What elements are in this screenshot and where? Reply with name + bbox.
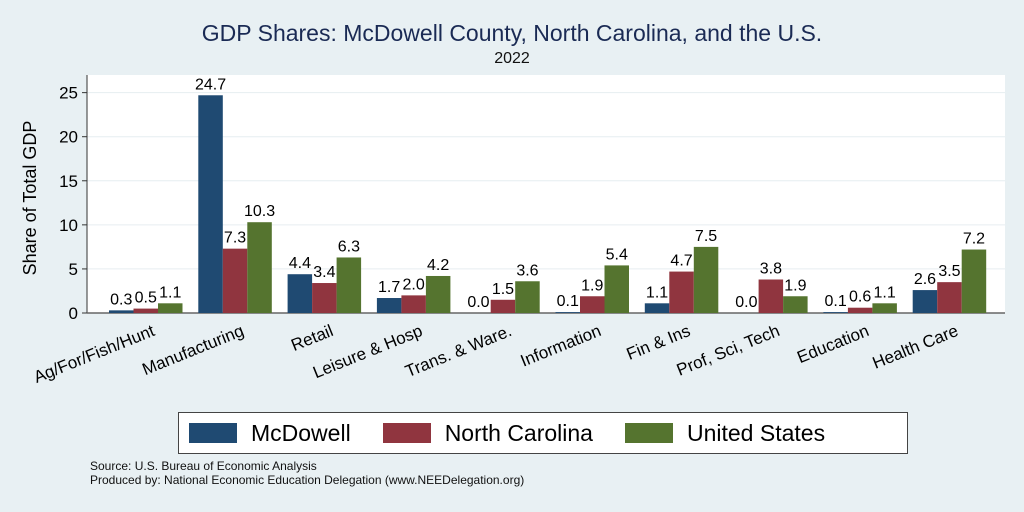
data-label: 2.0 [403, 276, 425, 293]
data-label: 1.1 [874, 284, 896, 301]
y-tick-label: 5 [69, 260, 78, 279]
data-label: 4.2 [427, 257, 449, 274]
bar [783, 296, 808, 313]
x-tick-label: Health Care [870, 321, 961, 373]
bar [515, 281, 540, 313]
x-tick-label: Retail [288, 321, 335, 355]
bar [847, 307, 873, 313]
legend-label: United States [686, 419, 826, 446]
bar [937, 282, 962, 313]
data-label: 1.9 [784, 277, 806, 294]
y-tick-label: 25 [59, 84, 78, 103]
bar [693, 246, 719, 313]
bar [912, 290, 938, 313]
bar [133, 308, 158, 313]
bar [376, 298, 402, 313]
data-label: 0.6 [849, 289, 871, 306]
x-tick-label: Information [518, 321, 604, 370]
data-label: 0.0 [735, 294, 757, 311]
data-label: 1.5 [492, 281, 514, 298]
x-tick-label: Fin & Ins [624, 321, 693, 364]
legend-item-mcdowell: McDowell [189, 420, 351, 447]
produced-by-text: Produced by: National Economic Education… [90, 473, 525, 487]
bar [336, 257, 362, 313]
bar [401, 295, 426, 313]
bar [158, 303, 183, 313]
data-label: 1.7 [378, 279, 400, 296]
data-label: 0.3 [110, 291, 132, 308]
data-label: 7.3 [224, 230, 246, 247]
data-label: 5.4 [606, 246, 628, 263]
bar [490, 299, 516, 313]
data-label: 4.7 [670, 253, 692, 270]
legend-swatch-mcdowell [189, 423, 237, 443]
y-tick-label: 0 [69, 304, 78, 323]
bar [758, 279, 784, 313]
x-tick-label: Manufacturing [140, 321, 247, 379]
data-label: 4.4 [289, 255, 311, 272]
legend-label: North Carolina [444, 419, 593, 446]
legend-swatch-united-states [624, 423, 673, 443]
legend: McDowell North Carolina United States [178, 412, 908, 454]
bar [669, 271, 694, 313]
data-label: 24.7 [195, 76, 226, 93]
bar [109, 310, 134, 313]
data-label: 3.6 [516, 262, 538, 279]
data-label: 0.1 [557, 293, 579, 310]
bar [425, 275, 451, 313]
data-label: 3.4 [313, 264, 335, 281]
data-label: 7.5 [695, 228, 717, 245]
data-label: 3.8 [760, 261, 782, 278]
bar [644, 303, 670, 313]
bar [312, 283, 337, 313]
chart-title: GDP Shares: McDowell County, North Carol… [201, 20, 823, 46]
data-label: 0.1 [825, 293, 847, 310]
y-axis-label: Share of Total GDP [20, 121, 40, 276]
data-label: 10.3 [244, 203, 275, 220]
data-label: 3.5 [938, 263, 960, 280]
data-label: 1.9 [581, 277, 603, 294]
legend-item-united-states: United States [624, 419, 826, 447]
bar [247, 222, 272, 313]
x-tick-label: Prof, Sci, Tech [674, 321, 782, 380]
data-label: 1.1 [646, 284, 668, 301]
bar [555, 312, 580, 313]
bar [823, 312, 848, 313]
bar [580, 296, 605, 313]
bar [604, 265, 629, 313]
data-label: 0.5 [135, 290, 157, 307]
source-note: Source: U.S. Bureau of Economic Analysis… [90, 459, 524, 487]
chart-subtitle: 2022 [494, 50, 530, 67]
bar [872, 303, 897, 313]
data-label: 7.2 [963, 231, 985, 248]
data-label: 2.6 [914, 271, 936, 288]
x-tick-label: Ag/For/Fish/Hunt [31, 321, 158, 387]
data-label: 6.3 [338, 238, 360, 255]
bar [961, 249, 987, 313]
bar [198, 95, 223, 313]
source-text: Source: U.S. Bureau of Economic Analysis [90, 459, 317, 473]
y-tick-label: 20 [59, 128, 78, 147]
y-tick-label: 10 [59, 216, 78, 235]
legend-swatch-north-carolina [382, 423, 431, 443]
x-tick-label: Education [794, 321, 871, 367]
bar [222, 248, 248, 313]
data-label: 1.1 [159, 284, 181, 301]
y-tick-label: 15 [59, 172, 78, 191]
bar [287, 274, 313, 313]
legend-item-north-carolina: North Carolina [382, 419, 593, 447]
legend-label: McDowell [251, 419, 351, 446]
data-label: 0.0 [467, 294, 489, 311]
